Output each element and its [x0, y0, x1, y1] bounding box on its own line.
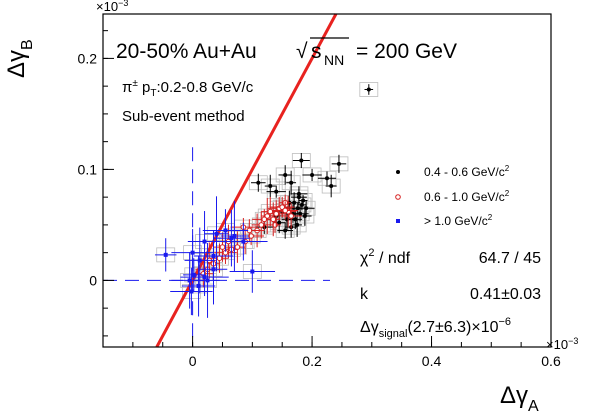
data-point-black	[289, 180, 294, 185]
stat-k-value: 0.41±0.03	[470, 286, 541, 303]
fit-line-segment	[155, 13, 338, 348]
data-point-red	[248, 233, 254, 239]
energy-s: s	[311, 40, 322, 63]
legend-label-0: 0.4 - 0.6 GeV/c2	[424, 164, 510, 179]
data-point-blue	[202, 239, 207, 244]
data-point-black	[268, 184, 273, 189]
x-tick-label: 0.2	[302, 353, 322, 369]
fit-line	[155, 13, 338, 348]
energy-value: = 200 GeV	[356, 40, 457, 63]
y-exponent: ×10−3	[96, 0, 128, 14]
data-point-black	[329, 184, 334, 189]
particle-label: π± pT:0.2-0.8 GeV/c	[122, 78, 254, 99]
legend-marker-black	[396, 170, 400, 174]
data-point-blue	[191, 272, 196, 277]
data-point-red	[267, 208, 274, 215]
data-point-black	[310, 172, 315, 177]
data-point-black	[293, 217, 298, 222]
data-point-red	[270, 216, 277, 223]
x-tick-label: 0.6	[541, 353, 561, 369]
data-point-blue	[232, 234, 237, 238]
data-point-blue	[190, 250, 195, 255]
data-point-blue	[211, 267, 216, 272]
data-point-red	[282, 207, 288, 214]
data-point-blue	[196, 283, 201, 288]
chart-title: 20-50% Au+Au	[116, 40, 257, 63]
stat-k-key: k	[360, 286, 369, 303]
data-points	[154, 84, 374, 318]
data-point-red	[216, 255, 223, 262]
data-point-red	[258, 222, 265, 228]
stat-chi2-value: 64.7 / 45	[479, 250, 541, 267]
stat-signal: Δγsignal(2.7±6.3)×10−6	[360, 316, 511, 340]
data-point-black	[296, 191, 301, 196]
y-axis-title: ΔγB	[3, 39, 36, 78]
data-point-black	[256, 180, 261, 185]
data-point-black	[299, 202, 304, 207]
x-tick-label: 0.4	[422, 353, 442, 369]
data-point-red	[234, 244, 241, 250]
data-point-blue	[241, 239, 246, 244]
data-point-blue	[214, 231, 219, 236]
data-point-blue	[187, 278, 192, 283]
y-tick-label: 0.1	[78, 161, 98, 177]
data-point-black	[283, 172, 288, 177]
data-point-black	[274, 189, 279, 194]
data-point-black	[277, 220, 282, 225]
data-point-blue	[197, 258, 202, 263]
data-point-black	[299, 158, 304, 163]
data-point-red	[261, 216, 268, 223]
data-point-black	[366, 87, 371, 92]
method-label: Sub-event method	[122, 108, 245, 125]
y-tick-label: 0.2	[78, 50, 98, 66]
data-point-blue	[229, 236, 234, 241]
data-point-blue	[250, 269, 255, 274]
data-point-red	[273, 211, 280, 217]
legend-label-1: 0.6 - 1.0 GeV/c2	[424, 189, 510, 204]
data-point-red	[279, 204, 286, 210]
x-exponent: ×10−3	[546, 336, 578, 352]
plot-frame	[102, 13, 552, 348]
x-axis-title: ΔγA	[500, 382, 539, 415]
data-point-blue	[223, 228, 228, 233]
data-point-black	[336, 161, 341, 166]
data-point-red	[288, 213, 294, 219]
legend-marker-red	[395, 194, 401, 200]
stat-chi2-key: χ2 / ndf	[360, 247, 411, 267]
legend: 0.4 - 0.6 GeV/c2 0.6 - 1.0 GeV/c2 > 1.0 …	[395, 164, 510, 228]
energy-sub: NN	[324, 52, 344, 68]
data-point-black	[283, 228, 288, 233]
systematic-box	[359, 82, 379, 97]
data-point-red	[219, 244, 226, 250]
data-point-blue	[202, 275, 207, 280]
fit-stats: χ2 / ndf 64.7 / 45 k 0.41±0.03 Δγsignal(…	[360, 247, 541, 340]
data-point-black	[295, 222, 300, 227]
legend-marker-blue	[396, 219, 400, 223]
x-tick-label: 0	[189, 353, 197, 369]
data-point-blue	[189, 289, 194, 294]
legend-label-2: > 1.0 GeV/c2	[424, 213, 493, 228]
data-point-blue	[163, 252, 168, 257]
data-point-black	[302, 214, 307, 219]
axes: 0 0.2 0.4 0.6 0 0.1 0.2	[78, 30, 561, 369]
data-point-black	[325, 176, 329, 181]
y-tick-label: 0	[89, 272, 97, 288]
energy-sqrt-sign: √	[296, 40, 308, 63]
